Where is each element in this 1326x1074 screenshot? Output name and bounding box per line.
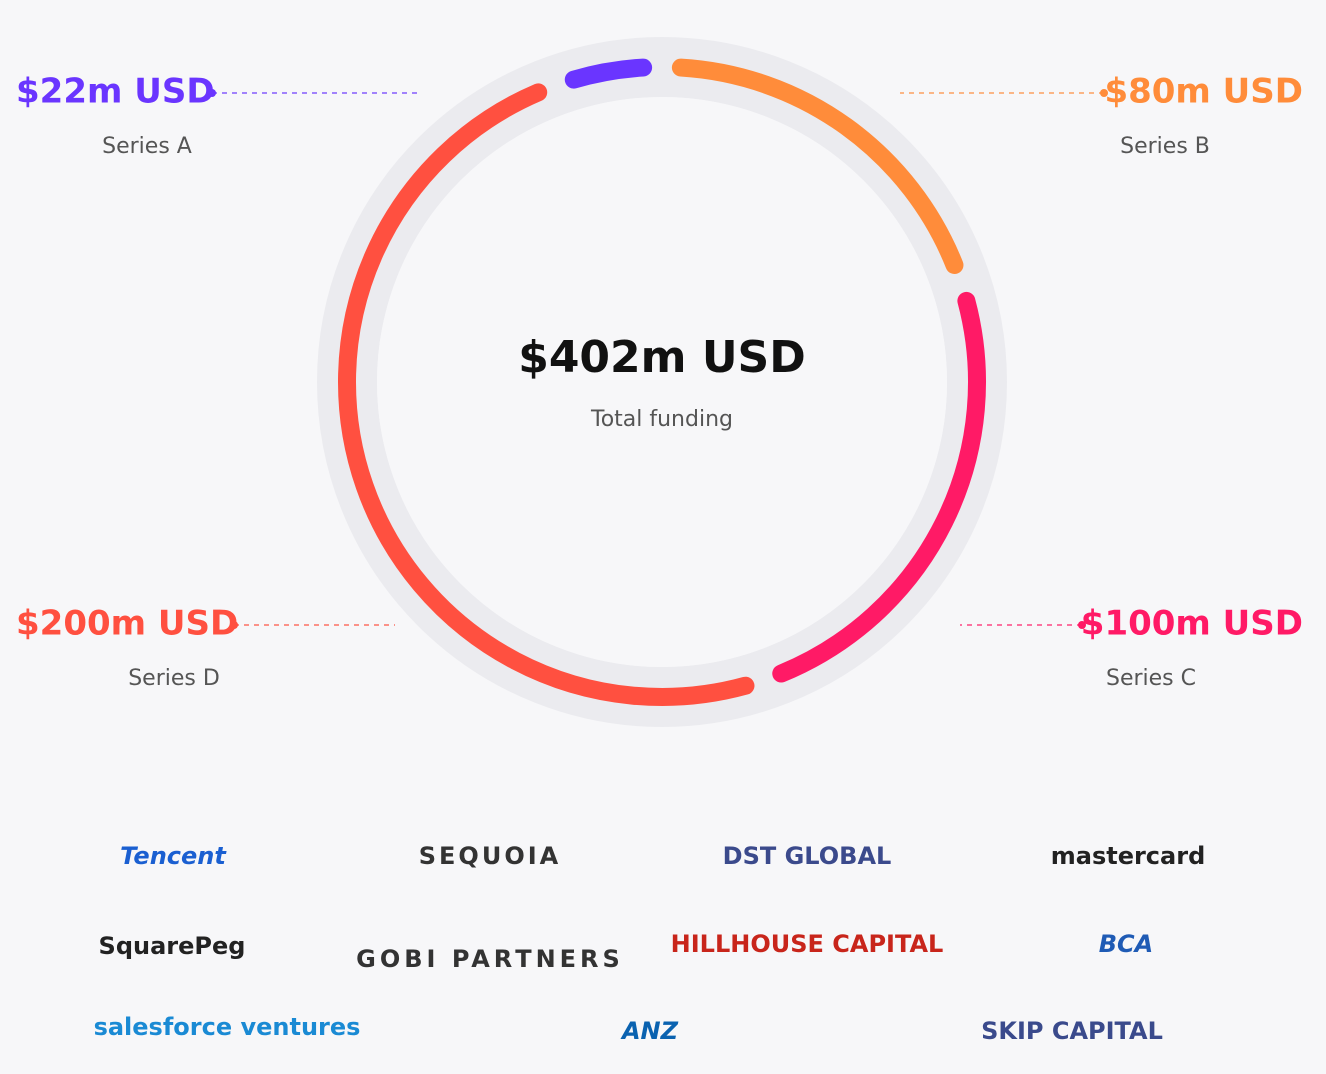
- arc-segment: [671, 58, 964, 275]
- arc-segment: [564, 58, 653, 89]
- arc-segment: [772, 291, 986, 683]
- investor-logo: SquarePeg: [99, 932, 246, 960]
- investor-logo: SEQUOIA: [419, 842, 561, 870]
- total-caption: Total funding: [590, 407, 733, 432]
- category-label: Series A: [102, 134, 192, 159]
- investor-logo: SKIP CAPITAL: [981, 1017, 1163, 1045]
- value-label: $80m USD: [1104, 72, 1303, 112]
- investor-logo: mastercard: [1051, 842, 1206, 870]
- category-label: Series C: [1106, 666, 1196, 691]
- total-value: $402m USD: [518, 332, 806, 383]
- category-label: Series D: [128, 666, 220, 691]
- value-label: $200m USD: [16, 604, 238, 644]
- ring-inner: [377, 97, 947, 667]
- category-label: Series B: [1120, 134, 1210, 159]
- arc-segment: [338, 83, 755, 706]
- investor-logo: DST GLOBAL: [723, 842, 892, 870]
- investor-logo: Tencent: [120, 842, 227, 870]
- investor-logo: GOBI PARTNERS: [356, 945, 624, 973]
- investor-logo: ANZ: [620, 1017, 679, 1045]
- value-label: $100m USD: [1081, 604, 1303, 644]
- value-label: $22m USD: [16, 72, 215, 112]
- investor-logo: HILLHOUSE CAPITAL: [671, 930, 944, 958]
- investor-logo: salesforce ventures: [94, 1013, 361, 1041]
- investor-logo: BCA: [1099, 930, 1153, 958]
